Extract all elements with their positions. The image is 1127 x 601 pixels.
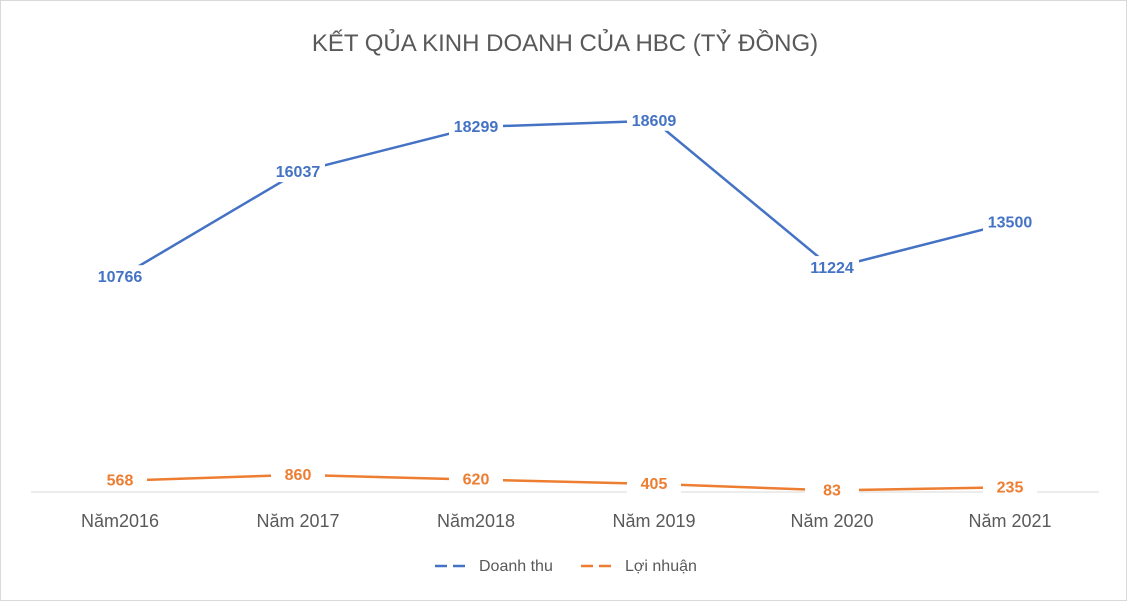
data-label-background bbox=[983, 475, 1037, 498]
data-label-loi-nhuan: 620 bbox=[463, 472, 490, 489]
data-label-doanh-thu: 16037 bbox=[276, 164, 321, 181]
data-label-loi-nhuan: 860 bbox=[285, 467, 312, 484]
data-label-doanh-thu: 10766 bbox=[98, 269, 143, 286]
data-label-loi-nhuan: 568 bbox=[107, 473, 134, 490]
data-label-doanh-thu: 18299 bbox=[454, 119, 499, 136]
x-tick-label: Năm 2019 bbox=[612, 511, 695, 531]
series-line-doanh-thu bbox=[119, 119, 1011, 279]
data-label-background bbox=[627, 108, 681, 131]
x-tick-label: Năm 2020 bbox=[790, 511, 873, 531]
data-label-loi-nhuan: 235 bbox=[997, 479, 1024, 496]
data-label-background bbox=[93, 265, 147, 288]
x-tick-layer: Năm2016 Năm 2017 Năm2018 Năm 2019 Năm 2020 Nă… bbox=[81, 511, 1052, 531]
legend-label-loi-nhuan: Lợi nhuận bbox=[625, 558, 697, 575]
x-tick-label: Năm2018 bbox=[437, 511, 515, 531]
data-label-background bbox=[805, 478, 859, 501]
series-line-loi-nhuan bbox=[119, 473, 1011, 492]
legend: Doanh thu Lợi nhuận bbox=[435, 558, 697, 575]
legend-label-doanh-thu: Doanh thu bbox=[479, 558, 553, 575]
data-label-layer: 10766 16037 18299 18609 11224 13500 568 860 620 4… bbox=[93, 108, 1037, 501]
data-label-background bbox=[449, 114, 503, 137]
data-label-background bbox=[627, 471, 681, 494]
data-label-loi-nhuan: 405 bbox=[641, 476, 668, 493]
data-label-background bbox=[449, 467, 503, 490]
series-layer bbox=[118, 118, 1012, 493]
data-label-doanh-thu: 18609 bbox=[632, 113, 677, 130]
data-label-doanh-thu: 11224 bbox=[810, 260, 854, 277]
data-label-background bbox=[983, 210, 1037, 233]
chart-title: KẾT QỦA KINH DOANH CỦA HBC (TỶ ĐỒNG) bbox=[312, 28, 818, 57]
data-label-doanh-thu: 13500 bbox=[988, 215, 1033, 232]
data-label-background bbox=[805, 256, 859, 279]
data-label-background bbox=[93, 468, 147, 491]
data-label-loi-nhuan: 83 bbox=[823, 482, 841, 499]
data-label-background bbox=[271, 160, 325, 183]
x-tick-label: Năm 2017 bbox=[256, 511, 339, 531]
data-label-background bbox=[271, 462, 325, 485]
x-tick-label: Năm 2021 bbox=[968, 511, 1051, 531]
x-tick-label: Năm2016 bbox=[81, 511, 159, 531]
